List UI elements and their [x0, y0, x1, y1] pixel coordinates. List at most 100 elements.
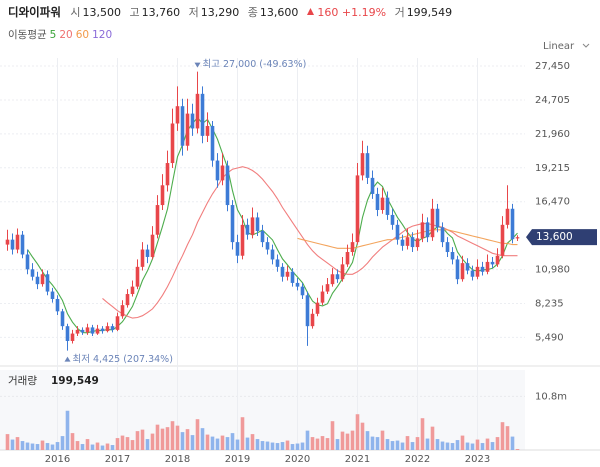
- candle-body: [230, 205, 235, 243]
- candle-body: [475, 266, 480, 277]
- x-tick-label: 2022: [405, 454, 430, 465]
- volume-bar: [365, 431, 370, 450]
- candle-body: [405, 237, 410, 246]
- volume-bar: [110, 445, 115, 450]
- candle-body: [90, 327, 95, 334]
- volume-bar: [145, 439, 150, 450]
- volume-bar: [195, 419, 200, 450]
- volume-bar: [400, 442, 405, 450]
- legend-entry: 60: [75, 29, 90, 41]
- candle-body: [225, 165, 230, 206]
- candle-body: [430, 208, 435, 238]
- ma-legend-label: 이동평균: [8, 29, 47, 41]
- volume-bar: [175, 425, 180, 450]
- candle-body: [395, 224, 400, 240]
- volume-bar: [460, 435, 465, 450]
- candle-body: [210, 125, 215, 161]
- volume-bar: [320, 436, 325, 450]
- legend-entry: 120: [92, 29, 113, 41]
- high-label: 최고 27,000 (-49.63%): [203, 59, 307, 70]
- volume-bar: [495, 437, 500, 450]
- volume-bar: [155, 424, 160, 450]
- candle-body: [260, 231, 265, 243]
- candle-body: [375, 193, 380, 210]
- candle-body: [290, 271, 295, 283]
- volume-bar: [20, 441, 25, 450]
- volume-bar: [415, 437, 420, 450]
- volume-bar: [420, 418, 425, 450]
- candle-body: [420, 222, 425, 239]
- candle-body: [435, 208, 440, 228]
- candle-body: [335, 274, 340, 280]
- volume-bar: [25, 442, 30, 450]
- candle-body: [5, 239, 10, 245]
- x-tick-label: 2020: [285, 454, 310, 465]
- volume-bar: [375, 437, 380, 450]
- candle-body: [20, 234, 25, 255]
- volume-title: 거래량: [8, 375, 37, 387]
- candle-body: [410, 237, 415, 248]
- change: 160 +1.19%: [317, 6, 387, 19]
- volume-bar: [5, 434, 10, 450]
- volume-tick-label: 10.8m: [535, 391, 567, 402]
- volume-bar: [240, 417, 245, 450]
- candle-body: [235, 242, 240, 256]
- candle-body: [55, 298, 60, 312]
- volume-bar: [200, 428, 205, 450]
- candle-body: [165, 163, 170, 186]
- last-price-label: 13,600: [536, 231, 573, 243]
- candle-body: [70, 333, 75, 341]
- volume-label: 거: [394, 6, 405, 19]
- volume-bar: [125, 437, 130, 450]
- candle-body: [380, 197, 385, 210]
- candle-body: [125, 294, 130, 306]
- high-marker: [194, 62, 201, 68]
- volume-bar: [220, 435, 225, 450]
- volume-bar: [355, 414, 360, 450]
- candle-body: [485, 261, 490, 272]
- volume-bar: [80, 444, 85, 450]
- volume-bar: [455, 440, 460, 450]
- candle-body: [110, 326, 115, 330]
- candle-body: [400, 239, 405, 246]
- close-label: 종: [247, 6, 258, 19]
- y-tick-label: 16,470: [535, 197, 570, 208]
- volume-last: 199,549: [51, 375, 99, 387]
- candle-body: [190, 113, 195, 129]
- volume-bar: [40, 440, 45, 450]
- candle-body: [450, 252, 455, 260]
- close-value: 13,600: [259, 6, 299, 19]
- low-label: 저: [188, 6, 199, 19]
- volume-bar: [280, 442, 285, 450]
- x-tick-label: 2016: [45, 454, 70, 465]
- candle-body: [65, 326, 70, 341]
- volume-bar: [210, 436, 215, 450]
- volume-bar: [475, 439, 480, 450]
- volume-bar: [310, 437, 315, 450]
- y-tick-label: 27,450: [535, 61, 570, 72]
- volume-bar: [300, 442, 305, 450]
- candle-body: [10, 239, 15, 250]
- stock-name: 디와이파워: [8, 5, 61, 19]
- candle-body: [200, 93, 205, 136]
- candle-body: [465, 263, 470, 271]
- volume-bar: [250, 434, 255, 450]
- candle-body: [350, 242, 355, 253]
- volume-bar: [70, 433, 75, 450]
- volume-bar: [255, 439, 260, 450]
- candle-body: [385, 197, 390, 215]
- candle-body: [480, 266, 485, 272]
- candle-body: [30, 269, 35, 277]
- candle-body: [370, 177, 375, 194]
- volume-bar: [50, 444, 55, 450]
- candle-body: [360, 153, 365, 176]
- volume-bar: [100, 445, 105, 450]
- x-tick-label: 2017: [105, 454, 130, 465]
- y-tick-label: 21,960: [535, 129, 570, 140]
- volume-bar: [150, 433, 155, 450]
- volume-bar: [65, 410, 70, 450]
- candle-body: [240, 224, 245, 256]
- legend-entry: 20: [59, 29, 73, 41]
- volume-bar: [130, 440, 135, 450]
- candle-body: [100, 328, 105, 332]
